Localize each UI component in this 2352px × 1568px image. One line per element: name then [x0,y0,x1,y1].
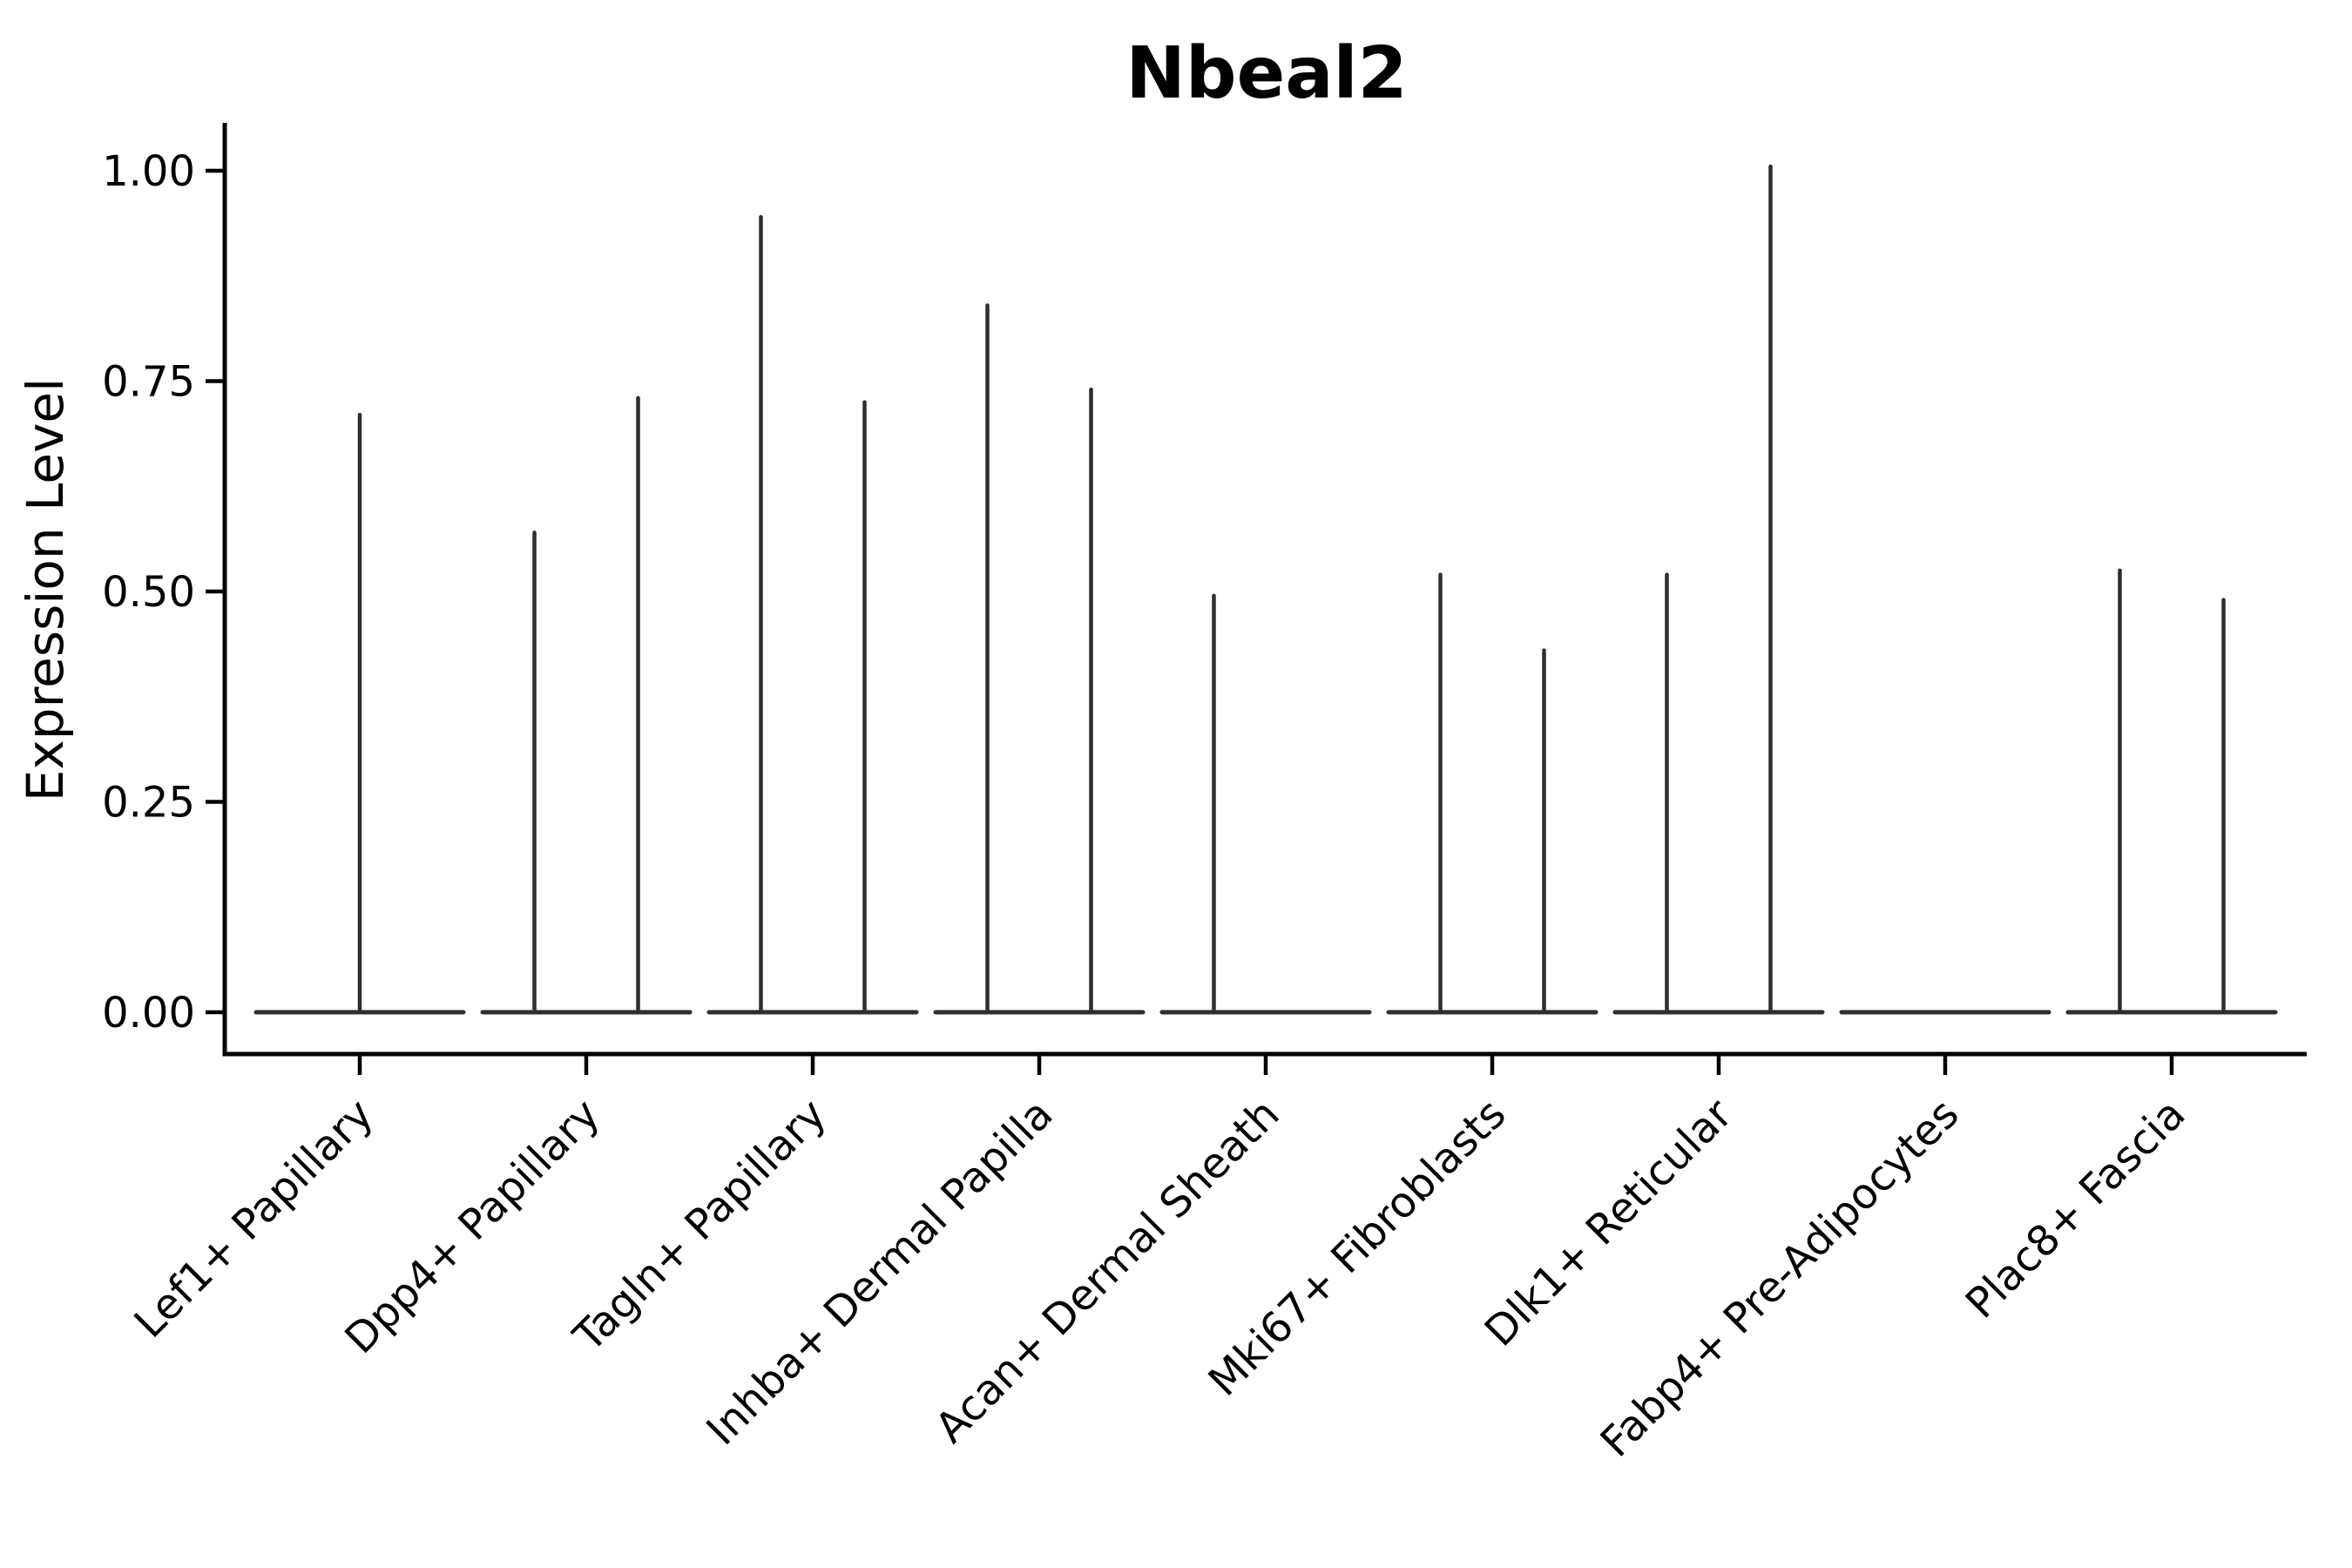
x-tick-label: Tagln+ Papillary [564,1090,835,1362]
y-tick-label: 0.50 [102,568,195,617]
x-tick-label: Dlk1+ Reticular [1476,1090,1742,1356]
y-tick-label: 0.75 [102,357,195,406]
y-tick-label: 0.00 [102,989,195,1037]
violin-group [1386,572,1598,1015]
x-tick-label: Fabp4+ Pre-Adipocytes [1592,1090,1969,1467]
violin-group [1612,164,1825,1015]
violin-group [253,412,466,1015]
y-axis-label: Expression Level [16,378,75,801]
x-tick-label: Plac8+ Fascia [1957,1090,2195,1328]
axes-layer [206,123,2307,1075]
violins-layer [253,164,2278,1015]
violin-group [933,303,1146,1015]
violin-group [1159,593,1372,1015]
y-tick-label: 0.25 [102,778,195,827]
violin-group [2065,568,2278,1015]
y-tick-label: 1.00 [102,147,195,196]
violin-group [706,214,919,1015]
chart-title: Nbeal2 [1125,32,1407,115]
violin-group [480,395,693,1015]
x-tick-label: Lef1+ Papillary [125,1090,383,1348]
